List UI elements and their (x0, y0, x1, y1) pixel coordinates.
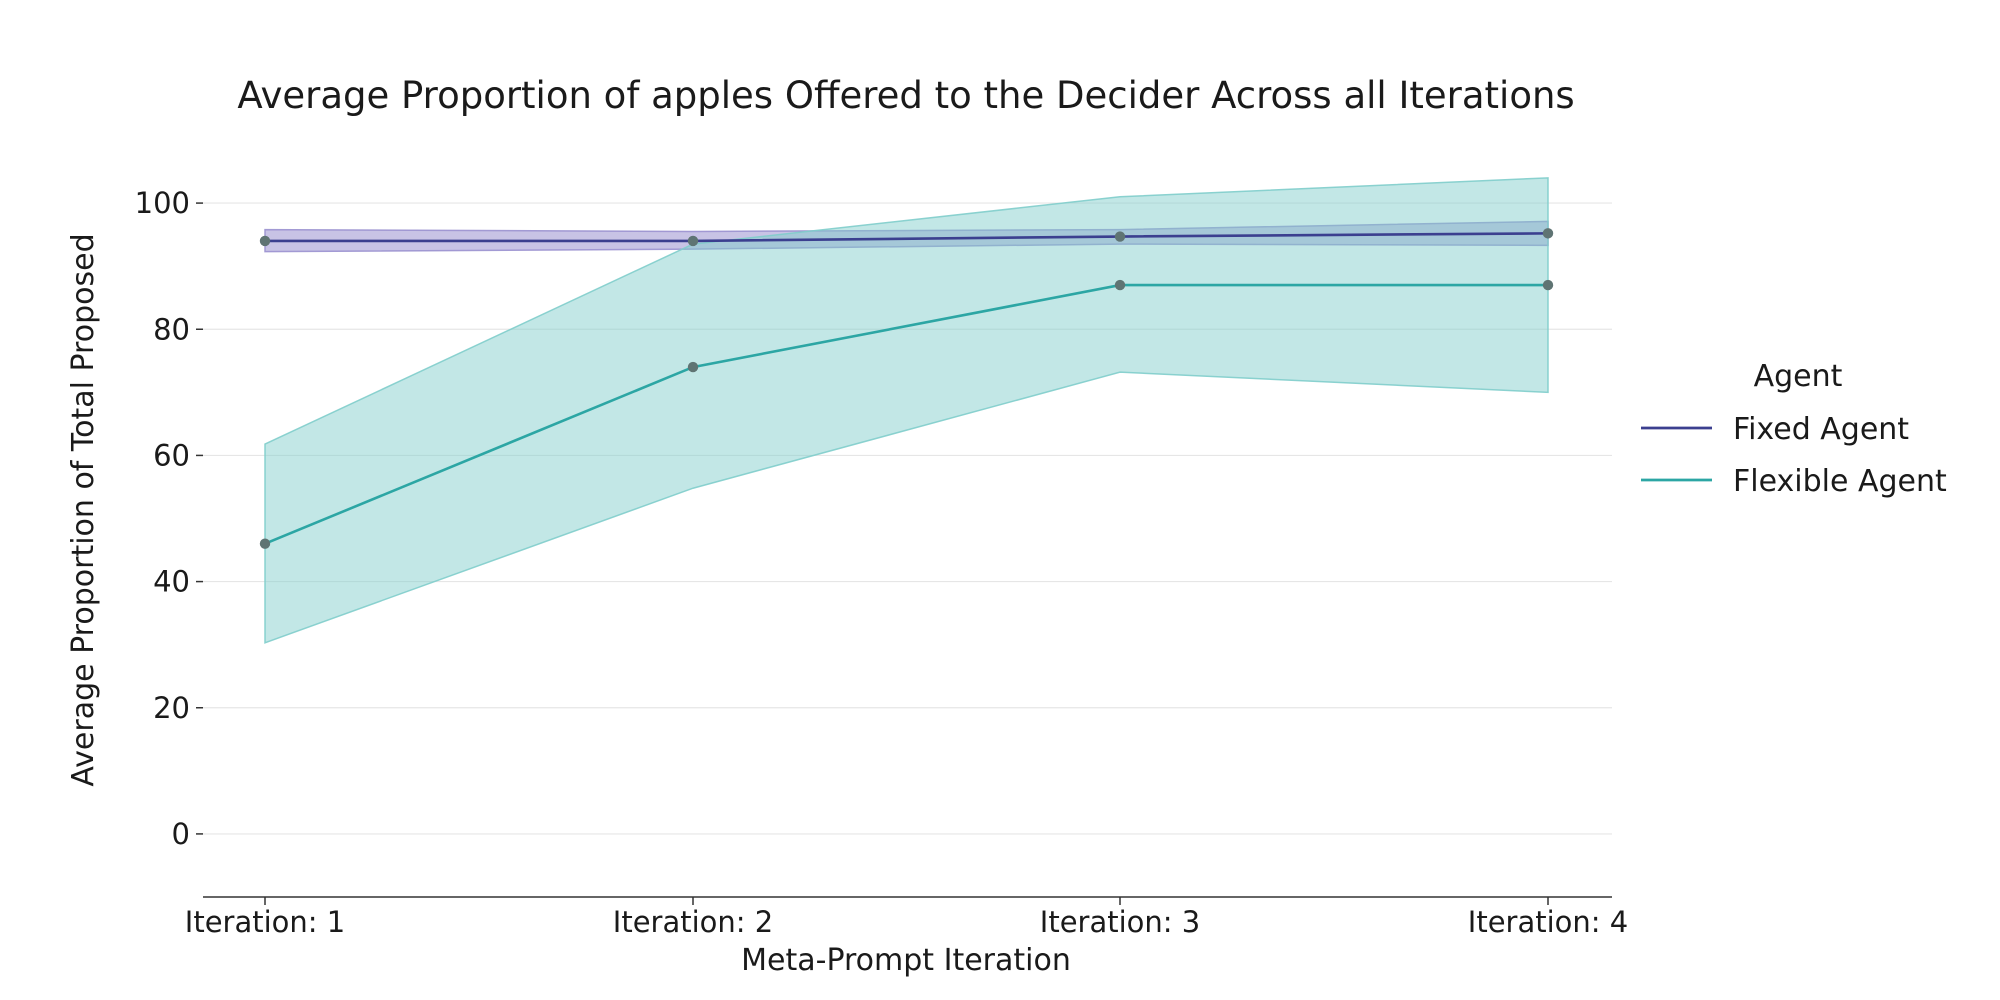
line-fixed-agent (265, 232, 1549, 243)
point-flexible-agent (259, 538, 271, 549)
point-flexible-agent (1114, 279, 1126, 291)
legend-label: Fixed Agent (1733, 412, 1909, 447)
grid (203, 202, 1612, 835)
data-points (259, 228, 1554, 549)
x-tick-label: Iteration: 2 (613, 905, 773, 939)
x-axis-label: Meta-Prompt Iteration (741, 943, 1071, 978)
legend-label: Flexible Agent (1733, 464, 1947, 499)
chart-title: Average Proportion of apples Offered to … (237, 74, 1574, 117)
point-fixed-agent (1542, 228, 1554, 239)
point-fixed-agent (1114, 231, 1126, 242)
point-fixed-agent (259, 235, 271, 247)
band-flexible-agent (264, 177, 1549, 644)
point-flexible-agent (1542, 279, 1554, 291)
y-tick-label: 80 (153, 312, 190, 346)
legend: Agent Fixed Agent Flexible Agent (1641, 359, 1947, 499)
axes: 0 20 40 60 80 100 Iteration: 1 Iteration: 2 Iter… (135, 186, 1629, 939)
y-axis-label: Average Proportion of Total Proposed (66, 233, 101, 786)
y-tick-label: 20 (153, 691, 190, 725)
x-tick-label: Iteration: 3 (1040, 905, 1200, 939)
point-flexible-agent (687, 361, 699, 373)
point-fixed-agent (687, 235, 699, 247)
y-tick-label: 60 (153, 438, 190, 472)
line-flexible-agent (264, 283, 1548, 545)
y-tick-label: 0 (172, 817, 190, 851)
y-tick-label: 100 (135, 186, 190, 220)
y-tick-label: 40 (153, 565, 190, 599)
x-tick-label: Iteration: 4 (1468, 905, 1628, 939)
confidence-bands (264, 177, 1549, 644)
x-tick-label: Iteration: 1 (185, 905, 345, 939)
legend-title: Agent (1754, 359, 1843, 394)
series-lines (264, 232, 1549, 545)
